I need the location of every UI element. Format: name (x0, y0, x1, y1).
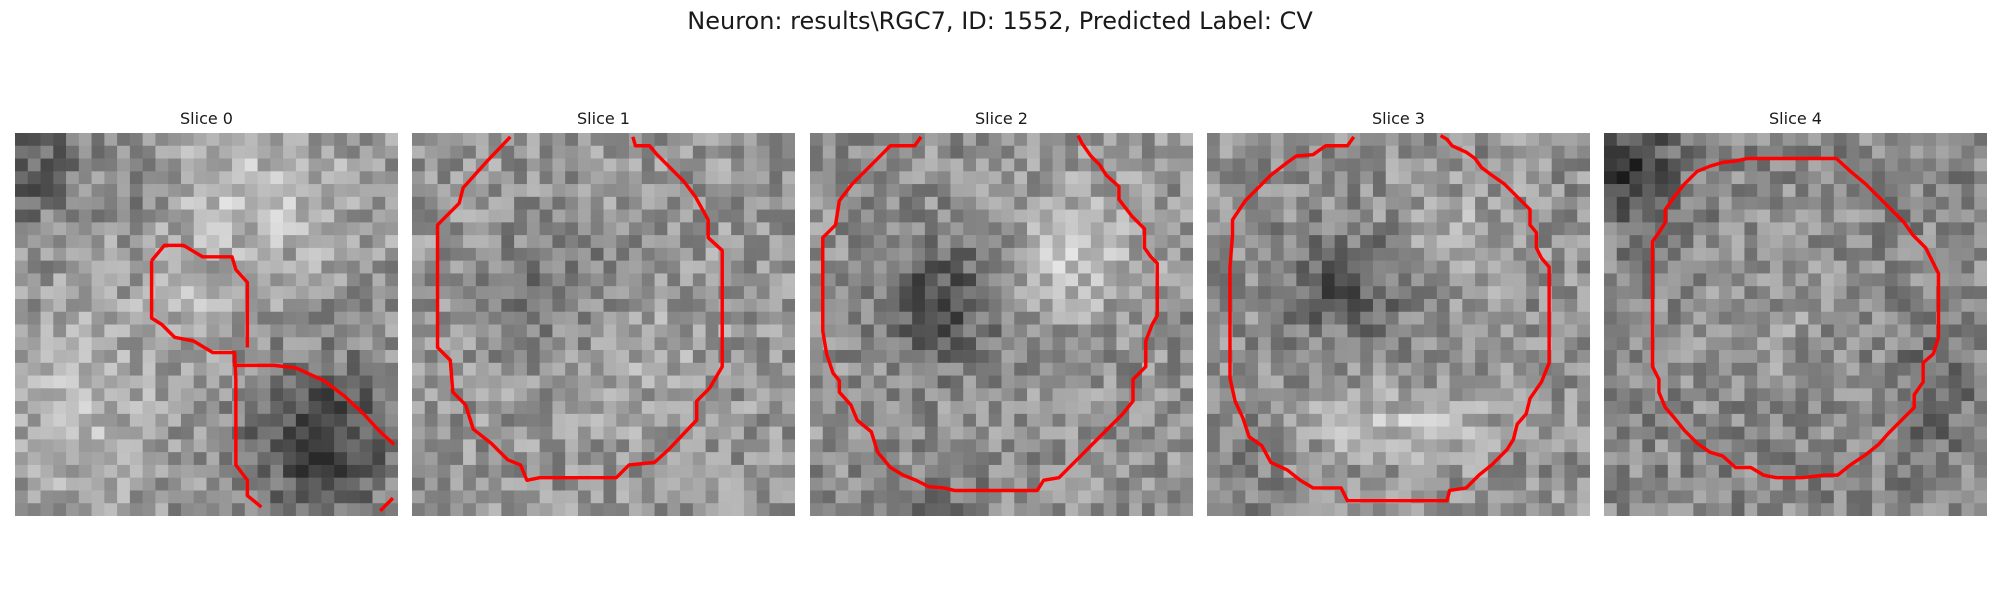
slice-title-2: Slice 2 (975, 109, 1028, 128)
slice-image-2 (810, 133, 1193, 516)
slice-panel-4: Slice 4 (1604, 107, 1987, 516)
slice-image-1 (412, 133, 795, 516)
slice-image-4 (1604, 133, 1987, 516)
slice-panel-2: Slice 2 (810, 107, 1193, 516)
contour-line-0 (149, 260, 396, 446)
contour-line-1 (435, 135, 724, 482)
slice-panel-1: Slice 1 (412, 107, 795, 516)
contour-line-2 (821, 134, 1159, 493)
slice-title-1: Slice 1 (577, 109, 630, 128)
contour-line-0d (378, 496, 395, 513)
slice-title-0: Slice 0 (180, 109, 233, 128)
slice-title-4: Slice 4 (1769, 109, 1822, 128)
figure-title: Neuron: results\RGC7, ID: 1552, Predicte… (687, 7, 1313, 35)
slice-panel-3: Slice 3 (1207, 107, 1590, 516)
slice-panel-0: Slice 0 (15, 107, 398, 516)
contour-line-0c (232, 352, 263, 509)
contour-line-4 (1650, 156, 1941, 480)
contour-line-0b (150, 243, 250, 348)
slice-title-3: Slice 3 (1372, 109, 1425, 128)
slice-image-3 (1207, 133, 1590, 516)
contour-line-3 (1228, 134, 1551, 503)
slice-image-0 (15, 133, 398, 516)
